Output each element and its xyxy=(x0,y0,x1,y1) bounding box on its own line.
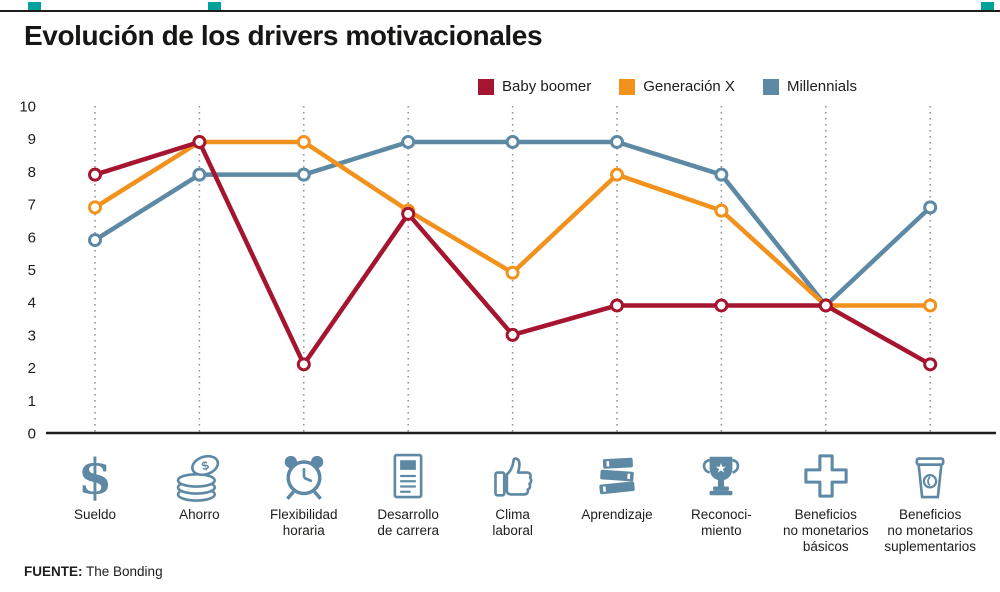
category-item: Desarrollo de carrera xyxy=(348,448,468,539)
top-rule xyxy=(0,2,1000,12)
y-axis-tick: 9 xyxy=(28,131,36,148)
category-label: Beneficios no monetarios básicos xyxy=(783,507,869,555)
data-point xyxy=(505,265,520,280)
legend-item-millennials: Millennials xyxy=(762,78,857,95)
data-point xyxy=(714,203,729,218)
svg-text:★: ★ xyxy=(716,461,728,476)
data-point xyxy=(505,327,520,342)
y-axis-tick: 10 xyxy=(19,99,36,116)
category-item: Beneficios no monetarios básicos xyxy=(766,448,886,556)
svg-text:$: $ xyxy=(78,448,112,504)
data-point xyxy=(714,298,729,313)
legend-label: Baby boomer xyxy=(502,78,592,95)
dollar-icon: $ xyxy=(78,448,112,504)
medical-cross-icon xyxy=(804,454,848,498)
category-label: Sueldo xyxy=(73,507,117,522)
category-item: Beneficios no monetarios suplementarios xyxy=(870,448,990,556)
data-point xyxy=(610,167,624,182)
source-value: The Bonding xyxy=(86,564,163,579)
data-point xyxy=(192,134,207,149)
data-point xyxy=(818,298,833,313)
y-axis-tick: 3 xyxy=(28,327,36,344)
category-item: Clima laboral xyxy=(453,448,573,539)
data-point xyxy=(505,134,520,149)
category-item: Aprendizaje xyxy=(557,448,677,523)
legend-label: Generación X xyxy=(643,78,735,95)
legend-swatch-millennials xyxy=(762,78,779,95)
thumbs-up-icon xyxy=(493,457,533,497)
data-point xyxy=(88,200,102,215)
source-label: FUENTE: xyxy=(24,564,83,579)
accent-tab xyxy=(981,2,994,10)
data-point xyxy=(88,167,102,182)
data-point xyxy=(610,298,624,313)
data-point xyxy=(923,298,938,313)
trophy-icon: ★ xyxy=(703,456,740,496)
data-point xyxy=(192,167,207,182)
y-axis-tick: 6 xyxy=(28,229,36,246)
legend-item-baby-boomer: Baby boomer xyxy=(478,78,591,95)
y-axis-tick: 7 xyxy=(28,197,36,214)
category-axis: $ Sueldo $ Ahorro Flexibilidad horaria Desarro… xyxy=(0,448,1000,564)
source-note: FUENTE: The Bonding xyxy=(24,564,163,579)
category-label: Reconoci-miento xyxy=(691,507,752,539)
svg-text:$: $ xyxy=(200,458,211,473)
data-point xyxy=(401,134,416,149)
coins-icon: $ xyxy=(177,454,220,502)
coffee-cup-icon xyxy=(915,457,945,499)
legend-label: Millennials xyxy=(786,78,857,95)
data-point xyxy=(296,167,311,182)
data-point xyxy=(296,134,311,149)
legend-swatch-baby-boomer xyxy=(478,78,494,95)
accent-tab xyxy=(28,2,41,10)
y-axis-tick: 1 xyxy=(28,393,36,410)
y-axis-tick: 4 xyxy=(28,295,36,312)
line-chart: 0 1 2 3 4 5 6 7 8 9 10 xyxy=(19,99,996,443)
legend-item-generacion-x: Generación X xyxy=(619,78,735,95)
data-point xyxy=(88,233,102,248)
data-point xyxy=(296,357,311,372)
legend-swatch-generacion-x xyxy=(619,78,636,95)
category-item: Flexibilidad horaria xyxy=(244,448,364,539)
chart-legend: Baby boomer Generación X Millennials xyxy=(478,78,857,95)
page-title: Evolución de los drivers motivacionales xyxy=(24,20,543,51)
y-axis-tick: 0 xyxy=(28,426,36,443)
category-label: Ahorro xyxy=(179,507,220,522)
accent-tab xyxy=(208,2,221,10)
y-axis-tick: 8 xyxy=(28,164,36,181)
data-point xyxy=(923,357,938,372)
category-label: Flexibilidad horaria xyxy=(270,507,338,539)
category-item: $ Ahorro xyxy=(139,448,259,523)
data-point xyxy=(714,167,729,182)
document-icon xyxy=(393,453,423,499)
data-point xyxy=(610,134,624,149)
category-label: Desarrollo de carrera xyxy=(377,507,439,539)
y-axis-tick: 2 xyxy=(28,360,36,377)
books-icon xyxy=(599,457,635,495)
category-label: Aprendizaje xyxy=(581,507,653,522)
y-axis-tick: 5 xyxy=(28,262,36,279)
alarm-clock-icon xyxy=(284,455,324,500)
data-point xyxy=(923,200,938,215)
category-item: ★ Reconoci-miento xyxy=(661,448,781,539)
category-label: Clima laboral xyxy=(492,507,533,539)
category-item: $ Sueldo xyxy=(35,448,155,523)
category-label: Beneficios no monetarios suplementarios xyxy=(884,507,976,555)
data-point xyxy=(401,206,416,221)
